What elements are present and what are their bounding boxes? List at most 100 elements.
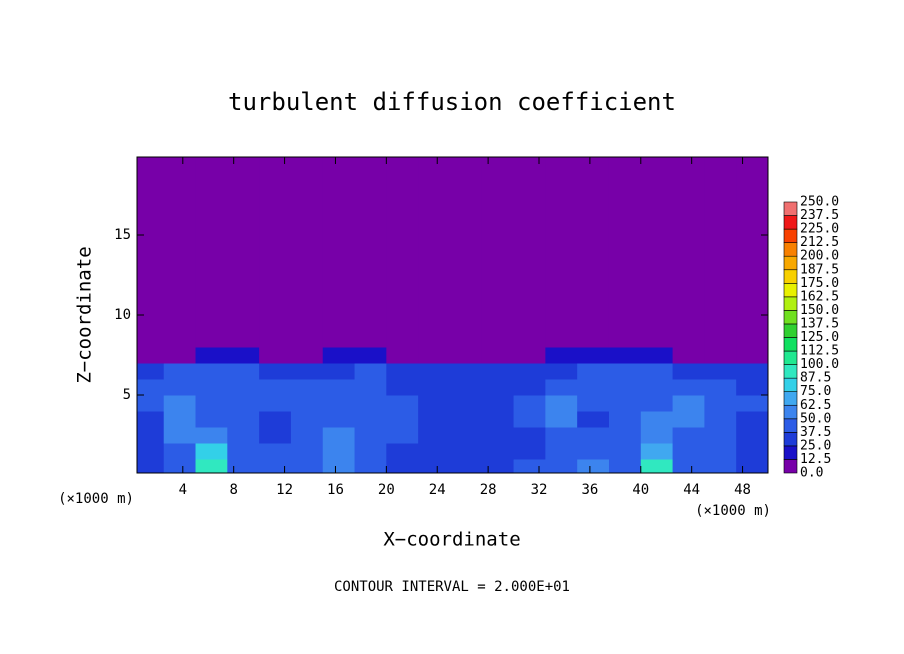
cell — [449, 379, 483, 396]
colorbar-swatch — [783, 404, 798, 420]
cell — [418, 379, 451, 396]
cell — [418, 347, 451, 364]
cell — [481, 411, 515, 428]
x-tick-label: 36 — [581, 482, 598, 498]
cell — [545, 395, 578, 412]
cell — [163, 395, 197, 412]
cell — [322, 157, 356, 348]
cell — [640, 411, 674, 428]
cell — [354, 443, 387, 460]
colorbar-label: 125.0 — [800, 330, 839, 345]
cell — [481, 459, 515, 474]
cell — [545, 363, 578, 380]
cell — [322, 363, 356, 380]
cell — [545, 347, 578, 364]
cell — [449, 395, 483, 412]
cell — [418, 427, 451, 444]
x-tick-label: 16 — [327, 482, 344, 498]
cell — [704, 347, 737, 364]
cell — [163, 363, 197, 380]
cell — [513, 443, 546, 460]
cell — [386, 157, 419, 348]
cell — [608, 411, 642, 428]
colorbar-label: 187.5 — [800, 262, 839, 277]
cell — [322, 459, 356, 474]
cell — [290, 157, 324, 348]
cell — [137, 459, 165, 474]
cell — [290, 443, 324, 460]
colorbar-swatch — [783, 432, 798, 447]
colorbar-swatch — [783, 255, 798, 271]
colorbar-swatch — [783, 418, 798, 433]
cell — [672, 395, 705, 412]
cell — [290, 395, 324, 412]
cell — [227, 427, 260, 444]
cell — [386, 427, 419, 444]
cell — [227, 347, 260, 364]
cell — [195, 347, 228, 364]
colorbar-label: 50.0 — [800, 411, 831, 426]
x-tick-label: 20 — [378, 482, 395, 498]
cell — [354, 157, 387, 348]
colorbar-swatch — [783, 282, 798, 298]
cell — [736, 427, 769, 444]
cell — [163, 459, 197, 474]
cell — [640, 347, 674, 364]
cell — [227, 411, 260, 428]
cell — [259, 427, 292, 444]
colorbar-label: 12.5 — [800, 452, 831, 467]
cell — [513, 395, 546, 412]
cell — [354, 347, 387, 364]
x-tick-label: 24 — [429, 482, 446, 498]
cell — [513, 157, 546, 348]
cell — [704, 411, 737, 428]
colorbar-label: 237.5 — [800, 208, 839, 223]
cell — [449, 347, 483, 364]
cell — [640, 395, 674, 412]
cell — [640, 427, 674, 444]
cell — [386, 379, 419, 396]
cell — [608, 347, 642, 364]
cell — [545, 443, 578, 460]
colorbar-label: 0.0 — [800, 466, 823, 481]
cell — [418, 459, 451, 474]
cell — [163, 347, 197, 364]
cell — [513, 379, 546, 396]
cell — [704, 427, 737, 444]
cell — [481, 395, 515, 412]
cell — [545, 157, 578, 348]
cell — [640, 363, 674, 380]
cell — [259, 347, 292, 364]
colorbar-swatch — [783, 296, 798, 311]
colorbar-swatch — [783, 323, 798, 338]
cell — [354, 395, 387, 412]
cell — [163, 411, 197, 428]
cell — [736, 347, 769, 364]
cell — [418, 411, 451, 428]
cell — [137, 379, 165, 396]
cell — [608, 427, 642, 444]
cell — [386, 395, 419, 412]
cell — [259, 157, 292, 348]
cell — [608, 395, 642, 412]
cell — [386, 363, 419, 380]
y-tick-label: 10 — [114, 307, 131, 323]
y-tick-label: 15 — [114, 227, 131, 243]
cell — [259, 395, 292, 412]
cell — [608, 459, 642, 474]
cell — [481, 379, 515, 396]
cell — [481, 347, 515, 364]
colorbar-label: 137.5 — [800, 316, 839, 331]
cell — [608, 157, 642, 348]
colorbar-label: 37.5 — [800, 425, 831, 440]
colorbar-swatch — [783, 242, 798, 257]
y-axis-label: Z−coordinate — [74, 246, 96, 383]
cell — [513, 427, 546, 444]
cell — [163, 157, 197, 348]
cell — [418, 395, 451, 412]
colorbar-label: 250.0 — [800, 195, 839, 210]
cell — [672, 363, 705, 380]
cell — [322, 427, 356, 444]
cell — [672, 411, 705, 428]
cell — [322, 379, 356, 396]
